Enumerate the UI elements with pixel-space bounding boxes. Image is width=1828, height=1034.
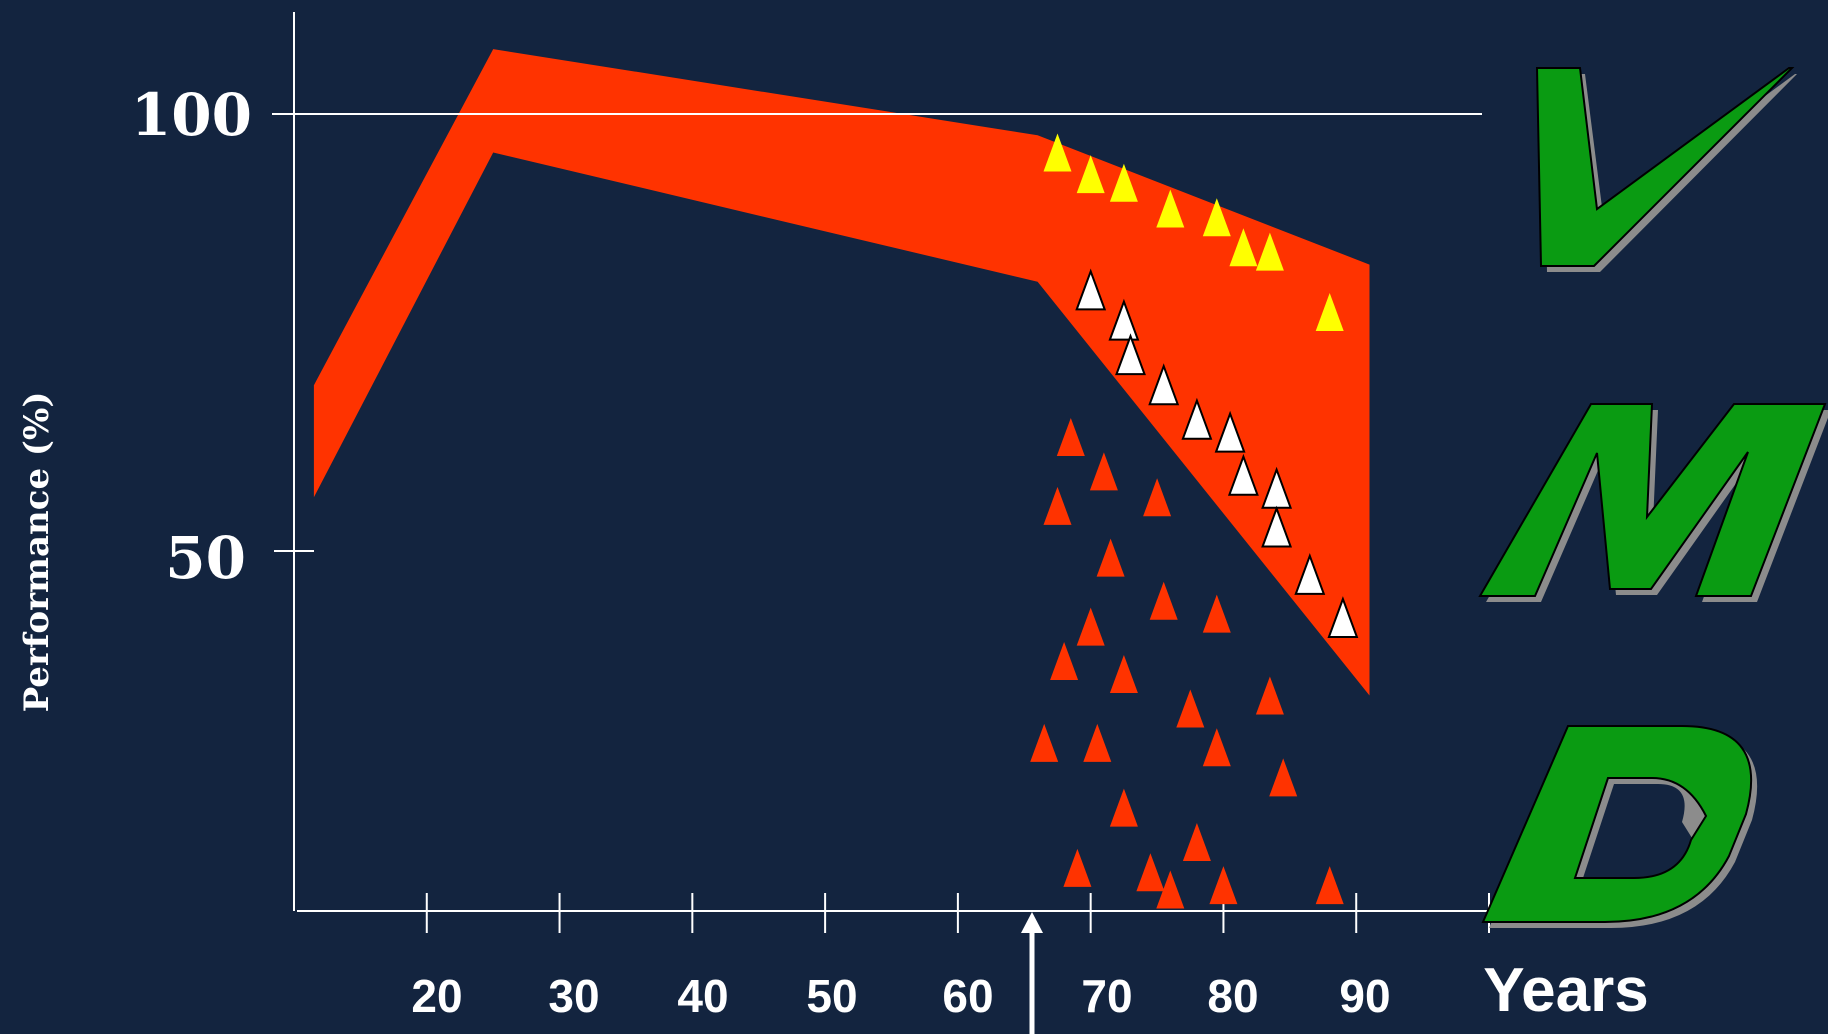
data-point-red xyxy=(1089,452,1118,491)
data-point-red xyxy=(1109,655,1138,693)
data-point-yellow xyxy=(1229,228,1258,267)
data-point-yellow xyxy=(1202,198,1231,237)
reference-arrow xyxy=(1021,912,1043,1034)
data-point-red xyxy=(1202,594,1231,633)
x-tick-label-20: 20 xyxy=(411,970,462,1022)
data-point-red xyxy=(1143,478,1172,517)
data-point-yellow xyxy=(1315,293,1344,331)
performance-range-band xyxy=(313,49,1370,696)
data-point-white xyxy=(1227,453,1259,496)
data-point-white xyxy=(1148,363,1180,406)
data-point-red xyxy=(1315,866,1344,905)
data-point-white xyxy=(1181,397,1213,440)
data-point-red xyxy=(1149,581,1178,620)
x-tick-label-80: 80 xyxy=(1207,970,1258,1022)
data-point-red xyxy=(1043,486,1072,525)
data-point-red xyxy=(1109,788,1138,827)
data-point-white xyxy=(1294,553,1326,595)
data-point-red xyxy=(1030,723,1059,762)
data-point-yellow xyxy=(1076,155,1105,194)
x-tick-label-70: 70 xyxy=(1081,970,1132,1022)
letter-m-glyph xyxy=(1478,403,1827,597)
y-axis-title: Performance (%) xyxy=(17,392,57,713)
data-point-red xyxy=(1269,758,1298,797)
data-point-red xyxy=(1255,676,1284,715)
x-tick-label-30: 30 xyxy=(548,970,599,1022)
x-axis-title: Years xyxy=(1483,956,1649,1025)
y-tick-label-50: 50 xyxy=(165,524,246,592)
y-tick-label-100: 100 xyxy=(131,81,252,149)
data-point-red xyxy=(1136,853,1165,892)
data-point-white xyxy=(1115,333,1146,376)
x-tick-label-90: 90 xyxy=(1339,970,1390,1022)
data-point-red xyxy=(1096,538,1125,577)
data-point-red xyxy=(1156,870,1185,909)
data-point-yellow xyxy=(1109,163,1138,202)
data-point-yellow xyxy=(1043,133,1072,172)
x-tick-label-50: 50 xyxy=(806,970,857,1022)
data-point-yellow xyxy=(1156,189,1185,228)
data-point-white xyxy=(1214,410,1246,453)
letter-m-icon xyxy=(1478,403,1828,602)
x-tick-label-60: 60 xyxy=(942,970,993,1022)
data-point-red xyxy=(1083,723,1112,762)
data-point-red xyxy=(1209,866,1238,905)
data-point-red xyxy=(1182,823,1211,861)
data-point-white xyxy=(1261,505,1293,548)
data-point-red xyxy=(1202,728,1231,767)
data-point-red xyxy=(1176,689,1205,728)
data-point-white xyxy=(1075,268,1107,311)
data-point-yellow xyxy=(1255,232,1284,271)
arrow-head xyxy=(1021,912,1043,933)
data-point-white xyxy=(1108,298,1140,341)
data-points xyxy=(1030,133,1359,909)
letter-d-icon xyxy=(1481,725,1758,928)
data-point-red xyxy=(1063,848,1092,887)
data-point-red xyxy=(1050,642,1079,680)
x-tick-label-40: 40 xyxy=(677,970,728,1022)
letter-v-glyph xyxy=(1535,67,1795,267)
data-point-red xyxy=(1076,607,1105,646)
letter-v-icon xyxy=(1535,67,1797,272)
chart-axes xyxy=(272,12,1490,912)
data-point-white xyxy=(1327,596,1359,638)
letter-d-glyph xyxy=(1481,725,1753,923)
data-point-red xyxy=(1056,418,1085,456)
